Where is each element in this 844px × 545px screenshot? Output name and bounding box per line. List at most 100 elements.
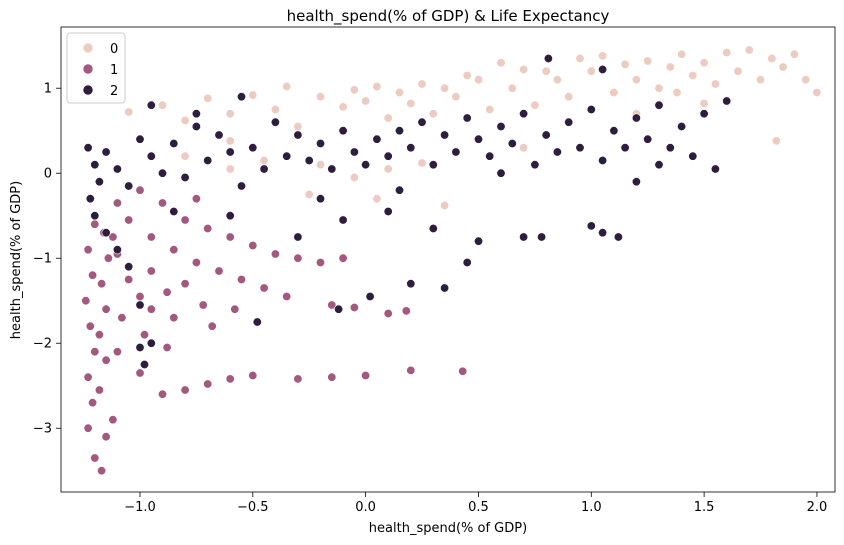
data-point-series-0 (225, 164, 235, 174)
data-point-series-2 (338, 215, 348, 225)
x-tick-label: 1.0 (581, 500, 602, 515)
data-point-series-2 (214, 130, 224, 140)
data-point-series-1 (180, 279, 190, 289)
data-point-series-2 (259, 164, 269, 174)
data-point-series-0 (812, 88, 822, 98)
y-tick-label: 0 (44, 167, 52, 182)
data-point-series-0 (519, 65, 529, 75)
data-point-series-2 (383, 151, 393, 161)
data-point-series-2 (180, 173, 190, 183)
x-tick-label: 0.5 (468, 500, 489, 515)
data-point-series-0 (124, 107, 134, 117)
data-point-series-2 (383, 207, 393, 217)
data-point-series-0 (699, 99, 709, 109)
data-point-series-0 (801, 75, 811, 85)
data-point-series-2 (124, 181, 134, 191)
data-point-series-0 (710, 79, 720, 89)
data-point-series-0 (507, 83, 517, 93)
data-point-series-2 (643, 134, 653, 144)
data-point-series-1 (101, 432, 111, 442)
data-point-series-2 (530, 160, 540, 170)
data-point-series-2 (191, 122, 201, 132)
data-point-series-2 (361, 160, 371, 170)
data-point-series-0 (225, 136, 235, 146)
data-point-series-1 (248, 241, 258, 251)
data-point-series-0 (755, 75, 765, 85)
data-point-series-1 (225, 374, 235, 384)
data-point-series-1 (282, 291, 292, 301)
data-point-series-0 (767, 53, 777, 63)
data-point-series-0 (349, 173, 359, 183)
data-point-series-0 (665, 62, 675, 72)
data-point-series-0 (428, 109, 438, 119)
data-point-series-2 (519, 232, 529, 242)
data-point-series-2 (327, 164, 337, 174)
data-point-series-2 (631, 177, 641, 187)
data-point-series-0 (361, 96, 371, 106)
data-point-series-2 (293, 130, 303, 140)
data-point-series-1 (135, 368, 145, 378)
data-point-series-0 (180, 151, 190, 161)
data-point-series-2 (349, 147, 359, 157)
data-point-series-1 (112, 198, 122, 208)
data-point-series-1 (83, 423, 93, 433)
data-point-series-2 (394, 185, 404, 195)
data-point-series-2 (462, 113, 472, 123)
data-point-series-2 (462, 257, 472, 267)
data-point-series-0 (519, 143, 529, 153)
data-point-series-1 (88, 270, 98, 280)
data-point-series-2 (394, 126, 404, 136)
data-point-series-1 (108, 232, 118, 242)
data-point-series-2 (293, 232, 303, 242)
data-point-series-0 (586, 66, 596, 76)
data-point-series-0 (394, 88, 404, 98)
y-tick-label: −3 (33, 422, 52, 437)
data-point-series-1 (135, 291, 145, 301)
data-point-series-1 (140, 330, 150, 340)
data-point-series-2 (519, 109, 529, 119)
data-point-series-2 (543, 53, 553, 63)
data-point-series-1 (203, 379, 213, 389)
chart-title: health_spend(% of GDP) & Life Expectancy (287, 7, 610, 26)
data-point-series-1 (401, 306, 411, 316)
data-point-series-2 (135, 342, 145, 352)
data-point-series-2 (440, 130, 450, 140)
data-point-series-2 (158, 168, 168, 178)
data-point-series-0 (609, 88, 619, 98)
data-point-series-0 (654, 83, 664, 93)
data-point-series-2 (677, 122, 687, 132)
x-tick-label: 0.0 (355, 500, 376, 515)
data-point-series-2 (248, 143, 258, 153)
data-point-series-2 (417, 117, 427, 127)
data-point-series-2 (440, 283, 450, 293)
data-point-series-0 (541, 66, 551, 76)
data-point-series-1 (458, 366, 468, 376)
data-point-series-0 (440, 83, 450, 93)
data-point-series-2 (406, 279, 416, 289)
data-point-series-2 (541, 130, 551, 140)
data-point-series-0 (417, 79, 427, 89)
data-point-series-1 (248, 370, 258, 380)
data-point-series-1 (259, 283, 269, 293)
data-point-series-2 (135, 134, 145, 144)
data-point-series-2 (304, 156, 314, 166)
data-point-series-2 (406, 143, 416, 153)
data-point-series-1 (214, 266, 224, 276)
data-point-series-1 (146, 266, 156, 276)
data-point-series-0 (620, 59, 630, 69)
data-point-series-1 (158, 389, 168, 399)
data-point-series-0 (315, 160, 325, 170)
data-point-series-1 (230, 304, 240, 314)
data-point-series-1 (169, 313, 179, 323)
x-tick-label: −0.5 (237, 500, 269, 515)
plot-area (81, 45, 822, 476)
data-point-series-0 (383, 113, 393, 123)
data-point-series-2 (112, 245, 122, 255)
data-point-series-2 (552, 147, 562, 157)
data-point-series-1 (180, 215, 190, 225)
data-point-series-0 (677, 49, 687, 59)
data-point-series-2 (428, 160, 438, 170)
y-axis: 1 0 −1 −2 −3 (33, 82, 61, 437)
data-point-series-2 (609, 126, 619, 136)
